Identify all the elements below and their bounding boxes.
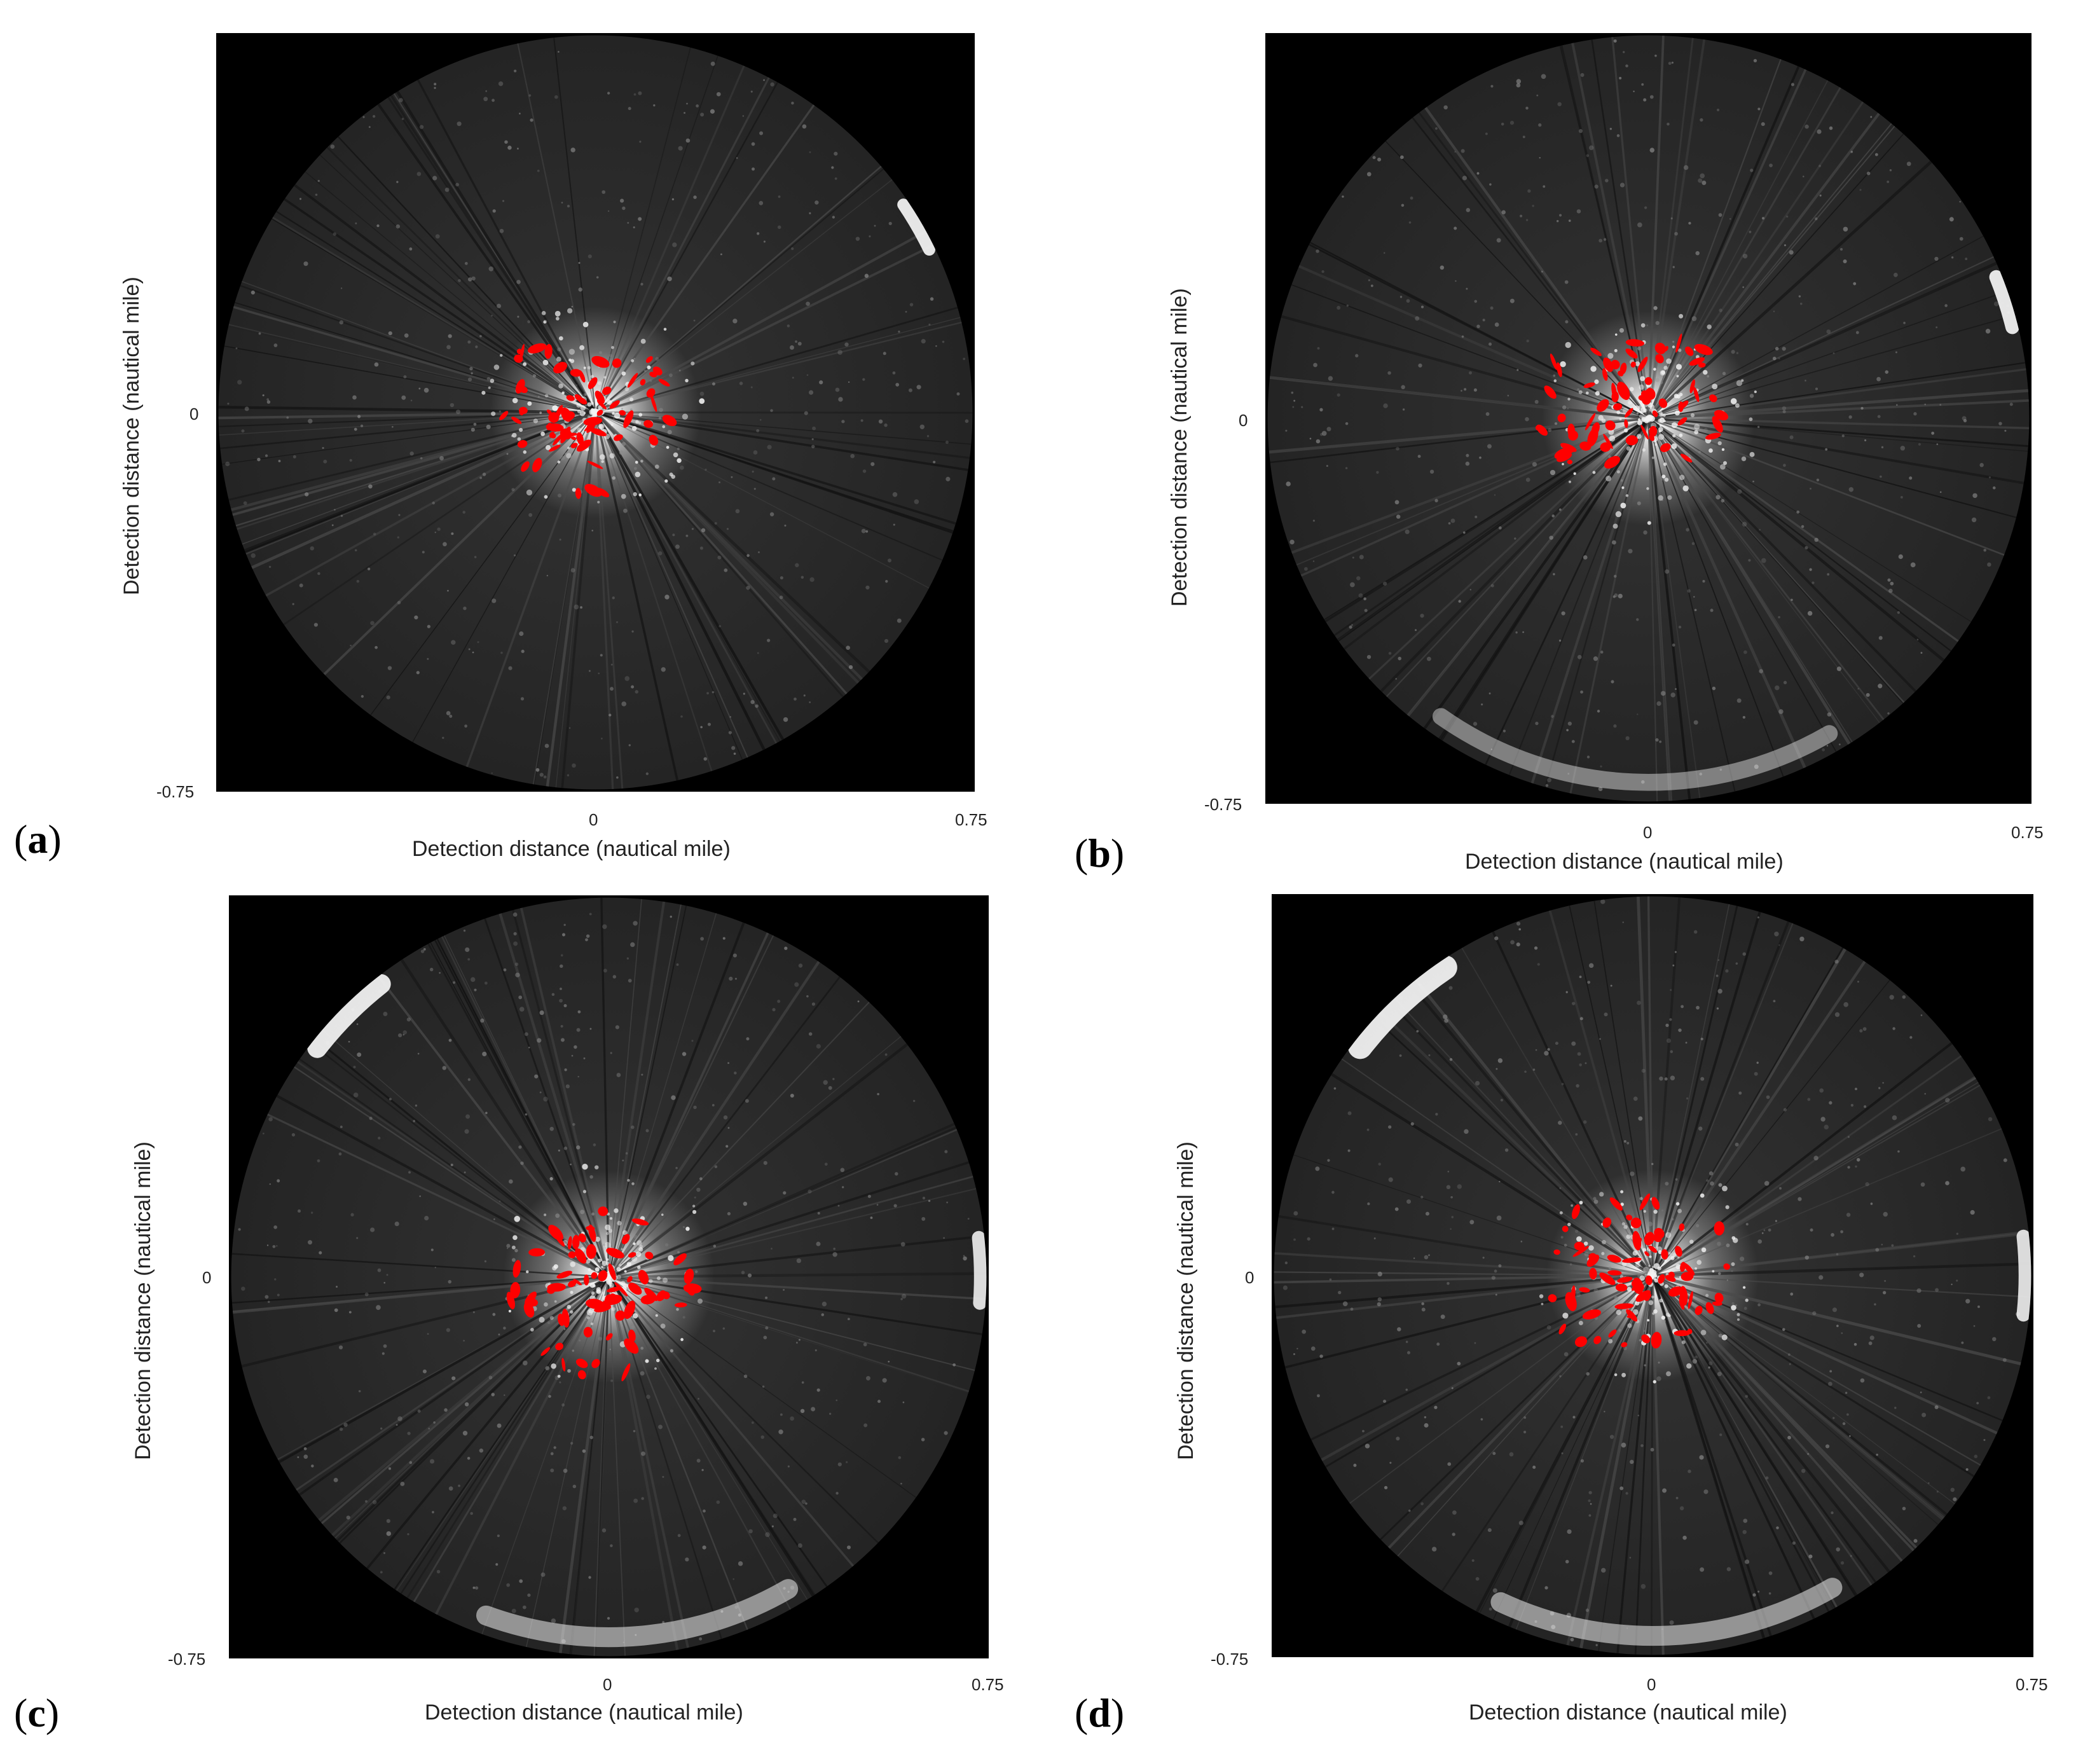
x-axis-label-d: Detection distance (nautical mile) <box>1469 1700 1787 1725</box>
radar-svg-d <box>1274 896 2031 1655</box>
x-tick-zero-d: 0 <box>1647 1675 1656 1694</box>
y-tick-min-b: -0.75 <box>1204 795 1242 814</box>
y-axis-label-c: Detection distance (nautical mile) <box>131 1141 155 1460</box>
x-tick-max-c: 0.75 <box>972 1675 1004 1694</box>
panel-letter-c: (c) <box>14 1690 60 1735</box>
x-tick-max-d: 0.75 <box>2016 1675 2048 1694</box>
y-tick-min-c: -0.75 <box>168 1650 206 1669</box>
y-tick-min-d: -0.75 <box>1211 1650 1249 1669</box>
y-tick-zero-a: 0 <box>189 404 199 424</box>
radar-image-c <box>229 895 989 1658</box>
echo-arc-d-1 <box>2016 1229 2031 1322</box>
echo-arc-c-1 <box>972 1230 987 1310</box>
radar-image-d <box>1272 894 2033 1657</box>
echo-arc-a-0 <box>897 198 935 256</box>
x-tick-zero-b: 0 <box>1643 823 1653 842</box>
radar-image-b <box>1265 33 2031 804</box>
radar-svg-a <box>218 35 973 790</box>
x-axis-label-c: Detection distance (nautical mile) <box>425 1700 743 1725</box>
x-tick-max-b: 0.75 <box>2011 823 2044 842</box>
x-axis-label-a: Detection distance (nautical mile) <box>412 837 731 861</box>
radar-svg-b <box>1267 35 2030 802</box>
x-tick-max-a: 0.75 <box>955 810 987 829</box>
echo-arc-b-0 <box>1989 270 2019 334</box>
x-tick-zero-c: 0 <box>603 1675 612 1694</box>
y-tick-zero-d: 0 <box>1245 1268 1255 1287</box>
y-axis-label-b: Detection distance (nautical mile) <box>1167 288 1192 607</box>
echo-arc-d-0 <box>1348 955 1457 1059</box>
y-tick-min-a: -0.75 <box>156 782 195 801</box>
y-tick-zero-b: 0 <box>1239 411 1248 430</box>
y-axis-label-d: Detection distance (nautical mile) <box>1174 1141 1198 1460</box>
panel-letter-a: (a) <box>14 817 62 862</box>
radar-svg-c <box>231 897 987 1657</box>
x-axis-label-b: Detection distance (nautical mile) <box>1465 850 1784 874</box>
panel-letter-b: (b) <box>1075 830 1125 876</box>
x-tick-zero-a: 0 <box>589 810 598 829</box>
echo-arc-c-0 <box>307 974 391 1058</box>
y-axis-label-a: Detection distance (nautical mile) <box>120 277 144 595</box>
radar-image-a <box>216 33 975 792</box>
panel-letter-d: (d) <box>1075 1690 1125 1735</box>
echo-arc-b-1 <box>1432 708 1838 791</box>
y-tick-zero-c: 0 <box>202 1268 212 1287</box>
echo-arc-c-2 <box>476 1579 799 1648</box>
echo-arc-d-2 <box>1490 1578 1843 1646</box>
